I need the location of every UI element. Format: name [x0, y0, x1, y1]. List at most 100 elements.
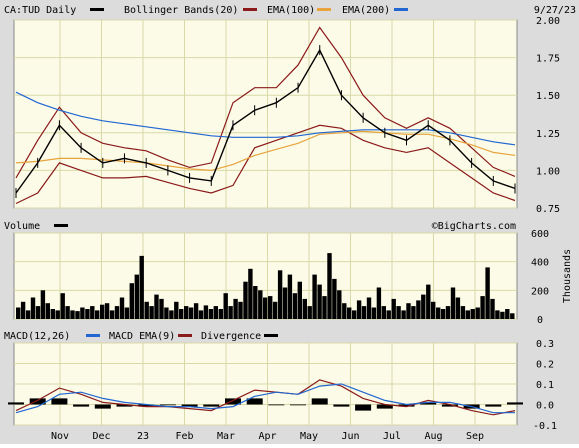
volume-bar [134, 274, 139, 319]
volume-bar [188, 307, 194, 319]
volume-bar [263, 297, 268, 319]
volume-bar [65, 306, 70, 319]
volume-bar [381, 306, 386, 319]
volume-bar [277, 270, 283, 319]
legend-ema200-label: EMA(200) [342, 5, 390, 16]
divergence-bar [8, 402, 24, 405]
volume-bar [20, 301, 26, 319]
volume-bar [307, 306, 312, 319]
volume-bar [124, 307, 130, 319]
macd-marks [8, 379, 523, 416]
volume-label: Volume [4, 221, 40, 232]
price-panel: 2.00 1.75 1.50 1.25 1.00 0.75 [13, 16, 560, 215]
volume-bar [411, 306, 416, 319]
volume-bar [485, 267, 490, 319]
volume-bar [421, 294, 426, 319]
price-y-tick-label: 0.75 [536, 204, 560, 215]
divergence-bar [398, 404, 415, 407]
volume-bar [70, 310, 75, 319]
volume-bar [193, 303, 199, 319]
volume-bar [416, 300, 421, 319]
volume-bar [139, 255, 144, 319]
volume-bar [109, 310, 115, 319]
volume-panel: 600 400 200 0 Volume ©BigCharts.com Thousan… [4, 221, 573, 326]
volume-bar [312, 274, 317, 319]
price-y-tick-label: 2.00 [536, 16, 560, 27]
volume-bar [352, 310, 357, 319]
volume-bar [391, 298, 396, 319]
legend-bollinger-label: Bollinger Bands(20) [124, 5, 238, 16]
volume-bar [500, 311, 505, 319]
volume-bar [95, 310, 100, 319]
symbol-label: CA:TUD Daily [4, 5, 76, 16]
volume-bar [149, 306, 154, 319]
volume-bar [159, 298, 164, 319]
volume-bar [154, 294, 159, 319]
divergence-bar [355, 404, 372, 411]
divergence-bar [29, 398, 46, 405]
divergence-bar [116, 404, 133, 407]
divergence-bar [225, 398, 241, 405]
bollinger-upper-line [15, 26, 516, 179]
legend-ema200-swatch [394, 8, 408, 11]
price-y-ticks: 2.00 1.75 1.50 1.25 1.00 0.75 [536, 16, 560, 215]
volume-y-tick-label: 600 [531, 229, 549, 240]
x-tick-label: Mar [217, 431, 235, 442]
volume-bar [272, 301, 278, 319]
bollinger-lower-line [15, 124, 516, 205]
volume-y-tick-label: 200 [531, 286, 549, 297]
price-y-tick-label: 1.50 [536, 91, 560, 102]
volume-bar [184, 306, 189, 319]
divergence-bar [333, 404, 350, 407]
volume-bar [287, 274, 293, 319]
price-legend-swatch [90, 8, 104, 11]
divergence-bar [94, 404, 111, 409]
volume-bar [386, 310, 391, 319]
volume-bar [198, 310, 204, 319]
volume-bar [480, 296, 485, 319]
x-axis: Nov Dec 23 Feb Mar Apr May Jun Jul Aug Sep [51, 431, 484, 442]
volume-bar [80, 307, 85, 319]
volume-bar [30, 297, 36, 319]
divergence-bar [268, 404, 285, 406]
divergence-bar [246, 398, 263, 405]
volume-bar [16, 307, 21, 319]
volume-bar [45, 303, 50, 319]
volume-bar [60, 293, 65, 319]
volume-bar [243, 281, 248, 319]
macd-line [15, 379, 516, 416]
volume-bar [342, 303, 347, 319]
volume-bar [465, 310, 470, 319]
macd-y-tick-label: 0.1 [536, 380, 554, 391]
volume-bar [208, 309, 214, 319]
volume-bar [50, 309, 55, 319]
macd-y-tick-label: 0.3 [536, 339, 554, 350]
price-y-tick-label: 1.25 [536, 129, 560, 140]
volume-bar [119, 297, 125, 319]
volume-bar [376, 287, 382, 319]
divergence-bar [138, 404, 155, 407]
watermark: ©BigCharts.com [432, 221, 516, 232]
macd-y-tick-label: 0.2 [536, 360, 554, 371]
volume-bar [213, 306, 218, 319]
volume-bar [228, 306, 233, 319]
volume-bar [282, 287, 288, 319]
macd-y-ticks: 0.3 0.2 0.1 0.0 -0.1 [533, 339, 557, 432]
x-tick-label: May [300, 431, 318, 442]
divergence-bar [181, 404, 198, 407]
volume-bar [322, 296, 327, 319]
volume-bar [297, 281, 302, 319]
volume-bar [104, 303, 110, 319]
x-tick-label: Jun [341, 431, 359, 442]
price-grid [14, 19, 517, 209]
divergence-bar [376, 404, 393, 409]
volume-bar [455, 297, 461, 319]
volume-unit-label: Thousands [562, 249, 573, 303]
divergence-bar [203, 404, 220, 407]
divergence-bar [441, 404, 458, 407]
volume-bar [164, 307, 169, 319]
divergence-bar [73, 404, 90, 407]
volume-bar [169, 310, 174, 319]
volume-bar [25, 310, 31, 319]
